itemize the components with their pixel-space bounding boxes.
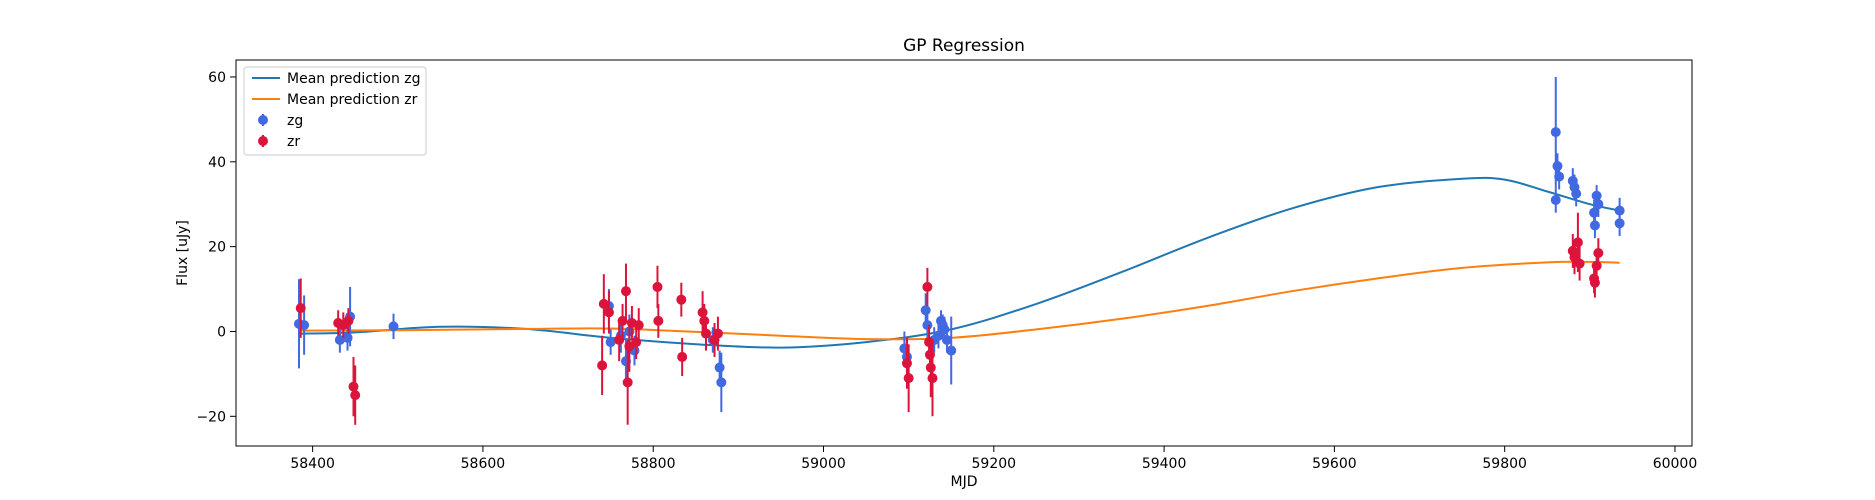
data-point [605, 337, 616, 348]
data-point [925, 362, 936, 373]
data-point [946, 345, 957, 356]
data-point [653, 315, 664, 326]
x-tick-label: 58600 [461, 456, 506, 472]
data-point [920, 305, 931, 316]
data-point [1593, 199, 1604, 210]
data-point [716, 377, 727, 388]
legend: Mean prediction zg Mean prediction zr zg zr [243, 66, 427, 156]
x-tick-label: 59000 [801, 456, 846, 472]
data-point [927, 373, 938, 384]
legend-label: Mean prediction zr [287, 92, 418, 108]
data-point [295, 303, 306, 314]
series-line-mean-prediction-zr [299, 260, 1620, 341]
data-point [701, 328, 712, 339]
legend-label: Mean prediction zg [287, 71, 421, 87]
data-point [712, 328, 723, 339]
data-point [350, 390, 361, 401]
x-tick-label: 58400 [290, 456, 335, 472]
chart-title: GP Regression [903, 36, 1025, 56]
data-point [676, 294, 687, 305]
data-point [598, 298, 609, 309]
x-tick-label: 59200 [972, 456, 1017, 472]
series-line-mean-prediction-zg [299, 176, 1620, 349]
data-point [697, 307, 708, 318]
legend-point-swatch [258, 115, 268, 125]
data-point [1554, 171, 1565, 182]
x-axis-label: MJD [951, 474, 978, 490]
x-tick-label: 59400 [1142, 456, 1187, 472]
series-zr [295, 212, 1604, 425]
data-point [1591, 190, 1602, 201]
data-point [620, 286, 631, 297]
legend-box [243, 66, 427, 156]
series-zg [294, 76, 1625, 413]
plot-frame [235, 59, 1693, 447]
data-point [652, 281, 663, 292]
x-tick-label: 60000 [1653, 456, 1698, 472]
data-point [1614, 218, 1625, 229]
data-point [1589, 277, 1600, 288]
data-point [603, 307, 614, 318]
data-point [1591, 260, 1602, 271]
y-tick-label: −20 [196, 409, 226, 425]
data-point [933, 330, 944, 341]
data-point [1572, 237, 1583, 248]
data-point [348, 381, 359, 392]
data-point [1593, 248, 1604, 258]
data-point [699, 315, 710, 326]
data-point [903, 373, 914, 384]
data-point [622, 377, 633, 388]
data-point [922, 320, 933, 331]
data-point [1552, 161, 1563, 172]
data-point [633, 320, 644, 331]
data-point [714, 362, 725, 373]
x-tick-label: 59800 [1482, 456, 1527, 472]
data-point [941, 334, 952, 345]
x-tick-label: 59600 [1312, 456, 1357, 472]
data-point [1589, 220, 1600, 231]
y-tick-label: 60 [208, 70, 226, 86]
data-point [901, 358, 912, 369]
data-point [1571, 188, 1582, 199]
data-point [1574, 258, 1585, 269]
data-point [597, 360, 608, 371]
data-point [677, 351, 688, 362]
data-point [388, 321, 399, 332]
legend-label: zr [287, 134, 300, 150]
data-point [1550, 127, 1561, 138]
data-point [1550, 194, 1561, 205]
y-tick-label: 20 [208, 240, 226, 256]
data-point [343, 315, 354, 326]
x-tick-label: 58800 [631, 456, 676, 472]
plot-layer [294, 76, 1625, 425]
y-axis-label: Flux [uJy] [175, 220, 191, 286]
data-point [922, 281, 933, 292]
legend-label: zg [287, 113, 303, 129]
y-tick-label: 40 [208, 155, 226, 171]
y-axis-ticks: −20 0 20 40 60 [196, 70, 236, 425]
y-tick-label: 0 [217, 324, 226, 340]
x-axis-ticks: 58400 58600 58800 59000 59200 59400 59600 59800… [290, 446, 1697, 472]
legend-point-swatch [258, 136, 268, 146]
